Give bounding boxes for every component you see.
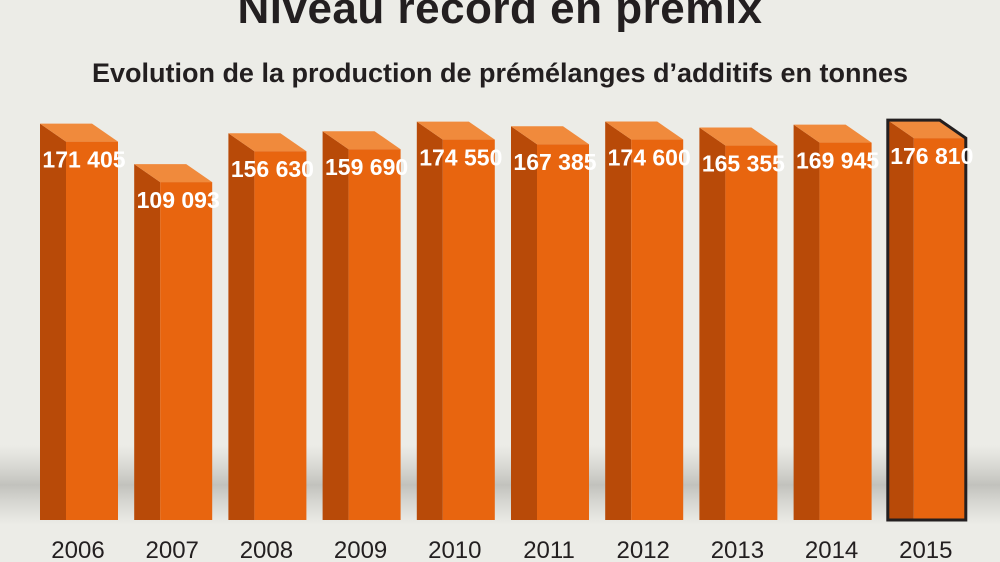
bar <box>699 127 778 520</box>
bar-value-label: 171 405 <box>42 147 125 173</box>
x-tick-label: 2011 <box>523 537 575 562</box>
bar <box>416 121 495 520</box>
bar-side-face <box>887 120 914 520</box>
bar-value-label: 156 630 <box>231 156 314 182</box>
x-tick-label: 2006 <box>51 537 104 562</box>
bar-front-face <box>631 139 684 520</box>
x-tick-label: 2013 <box>711 537 764 562</box>
bar-front-face <box>819 142 872 520</box>
bar-value-label: 159 690 <box>325 154 408 180</box>
bar-top-face <box>605 121 684 140</box>
bar-side-face <box>322 131 349 520</box>
bar-top-face <box>416 121 495 140</box>
bar-value-label: 174 600 <box>608 145 691 171</box>
bar-side-face <box>793 124 820 520</box>
x-tick-label: 2012 <box>617 537 670 562</box>
bar-top-face <box>699 127 778 146</box>
bar <box>511 126 589 521</box>
bars-group <box>40 118 968 522</box>
bar-front-face <box>66 141 118 520</box>
x-tick-label: 2010 <box>428 537 481 562</box>
bar-side-face <box>605 121 632 520</box>
bar-side-face <box>134 164 161 520</box>
bar-side-face <box>40 123 66 520</box>
bar-top-face <box>228 133 307 152</box>
bar-side-face <box>228 133 255 520</box>
bar-value-label: 176 810 <box>890 143 973 169</box>
chart-subtitle: Evolution de la production de prémélange… <box>91 58 909 88</box>
bar-side-face <box>511 126 537 521</box>
x-tick-label: 2007 <box>146 537 199 562</box>
x-tick-label: 2014 <box>805 537 858 562</box>
bar-value-label: 167 385 <box>513 149 596 175</box>
bar-value-label: 109 093 <box>137 187 220 213</box>
bar-top-face <box>322 131 401 150</box>
bar-front-face <box>160 182 213 520</box>
bar <box>322 131 401 520</box>
year-labels-group: 2006 2007 2008 2009 2010 2011 2012 2013 2014 2015 <box>51 537 952 562</box>
bar-value-label: 169 945 <box>796 148 879 174</box>
bar-top-face <box>134 164 213 183</box>
bar <box>605 121 684 520</box>
bar <box>40 123 118 520</box>
bar <box>228 133 307 520</box>
bar-top-face <box>511 126 589 145</box>
bar-top-face <box>793 124 872 143</box>
bar-front-face <box>348 149 401 520</box>
bar-highlight-outline <box>886 118 968 522</box>
value-labels-group: 171 405 109 093 156 630 159 690 174 550 167 3… <box>42 143 973 213</box>
bar-front-face <box>913 138 966 520</box>
bar-side-face <box>416 121 443 520</box>
bar <box>793 124 872 520</box>
x-tick-label: 2009 <box>334 537 387 562</box>
bar-front-face <box>725 145 778 520</box>
x-tick-label: 2008 <box>240 537 293 562</box>
bar-side-face <box>699 127 726 520</box>
bar-top-face <box>887 120 966 139</box>
bar-top-face <box>40 123 118 142</box>
bar-front-face <box>254 151 307 520</box>
bar-value-label: 174 550 <box>419 145 502 171</box>
bar <box>134 164 213 520</box>
bar <box>886 118 968 522</box>
x-tick-label: 2015 <box>899 537 952 562</box>
chart-title: Niveau record en prémix <box>237 0 763 33</box>
bar-front-face <box>442 139 495 520</box>
bar-front-face <box>537 144 589 520</box>
bar-value-label: 165 355 <box>702 151 785 177</box>
